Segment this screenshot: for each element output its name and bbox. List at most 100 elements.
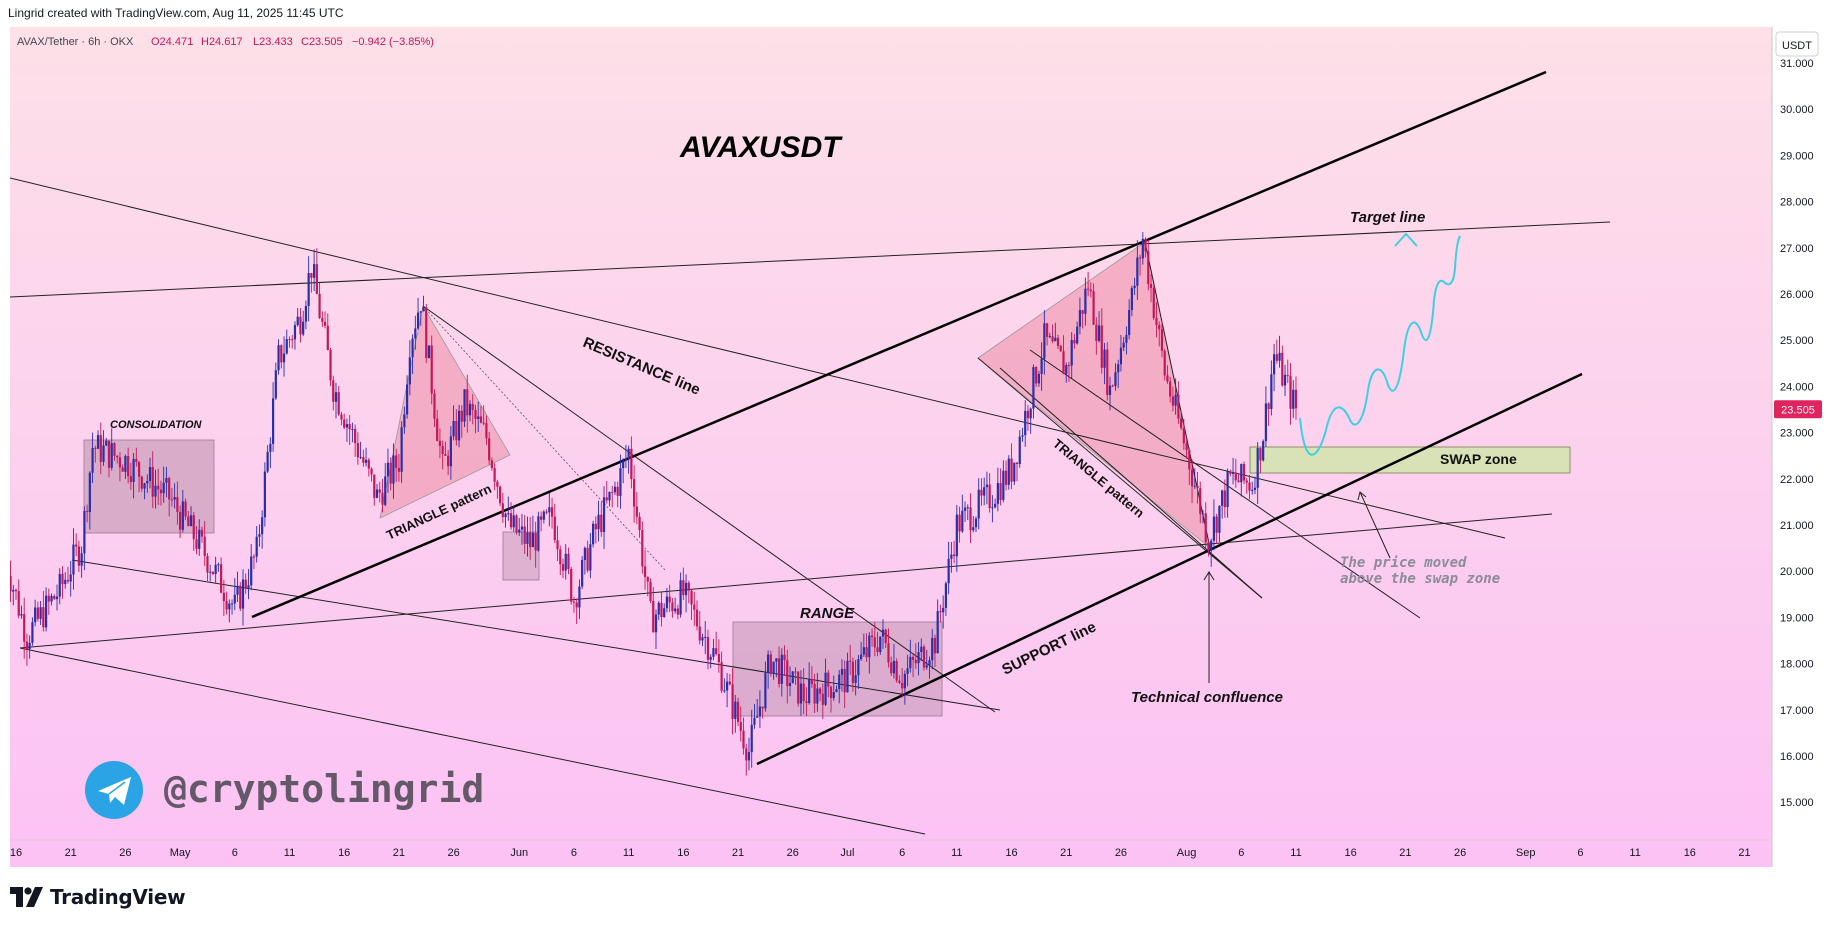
candle <box>96 430 100 450</box>
candle <box>1180 409 1183 431</box>
candle <box>159 480 163 506</box>
candle <box>1010 443 1013 490</box>
candle <box>1155 302 1158 338</box>
price-chart[interactable]: AVAXUSDT CONSOLIDATION TRIANGLE pattern … <box>0 0 1835 880</box>
last-price-badge <box>1774 400 1822 419</box>
candle <box>124 454 127 479</box>
candle <box>583 546 586 575</box>
candle <box>1106 342 1109 401</box>
candle <box>501 492 504 523</box>
candle <box>168 476 171 517</box>
candle <box>876 631 879 657</box>
price-tick-label: 30.000 <box>1780 104 1814 116</box>
candle <box>53 594 56 600</box>
candle <box>747 737 751 771</box>
candle <box>389 457 392 491</box>
price-tick-label: 31.000 <box>1780 58 1814 70</box>
ohlc-close: C23.505 <box>301 36 343 48</box>
candle <box>575 598 578 625</box>
time-tick-label: 26 <box>447 847 459 859</box>
time-tick-label: 11 <box>951 847 962 859</box>
candle <box>537 511 540 552</box>
candle <box>10 560 12 602</box>
candle <box>994 498 997 509</box>
candle <box>901 667 904 698</box>
candle <box>879 636 882 656</box>
candle <box>1270 360 1273 416</box>
candle <box>717 639 720 673</box>
candle <box>657 601 660 621</box>
candle <box>794 667 797 685</box>
candle <box>1056 334 1060 349</box>
candle <box>118 452 122 482</box>
candle <box>963 501 967 522</box>
candle <box>1043 310 1046 375</box>
candle <box>20 605 23 619</box>
candle <box>184 498 187 521</box>
candle <box>985 471 989 505</box>
candle <box>239 582 242 611</box>
candle <box>293 321 297 350</box>
time-tick-label: Aug <box>1177 847 1197 859</box>
candle <box>137 460 141 493</box>
price-axis[interactable]: 31.000 30.000 29.000 28.000 27.000 26.000 25.0… <box>1780 58 1814 809</box>
candle <box>181 489 184 533</box>
candle <box>1100 308 1103 374</box>
candle <box>1158 321 1161 347</box>
time-tick-label: 21 <box>1399 847 1411 859</box>
candle <box>1152 285 1155 321</box>
candle <box>854 659 857 696</box>
candle <box>307 256 310 322</box>
candle <box>1130 285 1133 317</box>
candle <box>750 709 753 768</box>
candle <box>1119 334 1123 372</box>
candle <box>1095 317 1098 355</box>
candle <box>988 473 991 513</box>
candle <box>649 578 652 604</box>
candle <box>1029 407 1032 434</box>
candle <box>75 533 78 557</box>
candle <box>154 469 157 509</box>
tradingview-brand[interactable]: TradingView <box>10 885 186 909</box>
currency-badge[interactable] <box>1775 31 1819 57</box>
candle <box>375 483 379 499</box>
candle <box>381 478 384 513</box>
candle <box>723 678 726 693</box>
candle <box>113 442 116 461</box>
price-tick-label: 28.000 <box>1780 197 1814 209</box>
candle <box>974 516 978 532</box>
candle <box>1147 239 1150 291</box>
candle <box>77 540 81 573</box>
candle <box>50 593 53 606</box>
candle <box>444 441 447 456</box>
time-tick-label: 11 <box>1629 847 1640 859</box>
tradingview-brand-text: TradingView <box>50 885 186 909</box>
candle <box>849 644 852 675</box>
candle <box>684 574 688 613</box>
candle <box>556 525 559 561</box>
candle <box>1273 344 1276 392</box>
candle <box>775 657 778 678</box>
candle <box>1073 333 1076 349</box>
time-tick-label: 26 <box>1454 847 1466 859</box>
price-tick-label: 20.000 <box>1780 566 1814 578</box>
candle <box>504 512 507 528</box>
candle <box>690 589 693 620</box>
candle <box>922 644 926 671</box>
candle <box>1070 332 1073 379</box>
time-tick-label: Jun <box>510 847 528 859</box>
candle <box>1026 404 1030 431</box>
candle <box>378 481 381 503</box>
candle <box>955 505 958 572</box>
candle <box>496 479 499 499</box>
candle <box>58 568 61 605</box>
candle <box>572 596 576 613</box>
candle <box>1240 463 1243 497</box>
candle <box>1089 282 1092 298</box>
candle <box>706 629 710 670</box>
candle <box>7 550 9 585</box>
time-axis[interactable]: 16 21 26 May 6 11 16 21 26 Jun 6 11 16 21 26 Jul 6 11 16 21… <box>10 847 1751 859</box>
candle <box>61 566 64 599</box>
time-tick-label: 6 <box>232 847 238 859</box>
candle <box>386 448 390 493</box>
